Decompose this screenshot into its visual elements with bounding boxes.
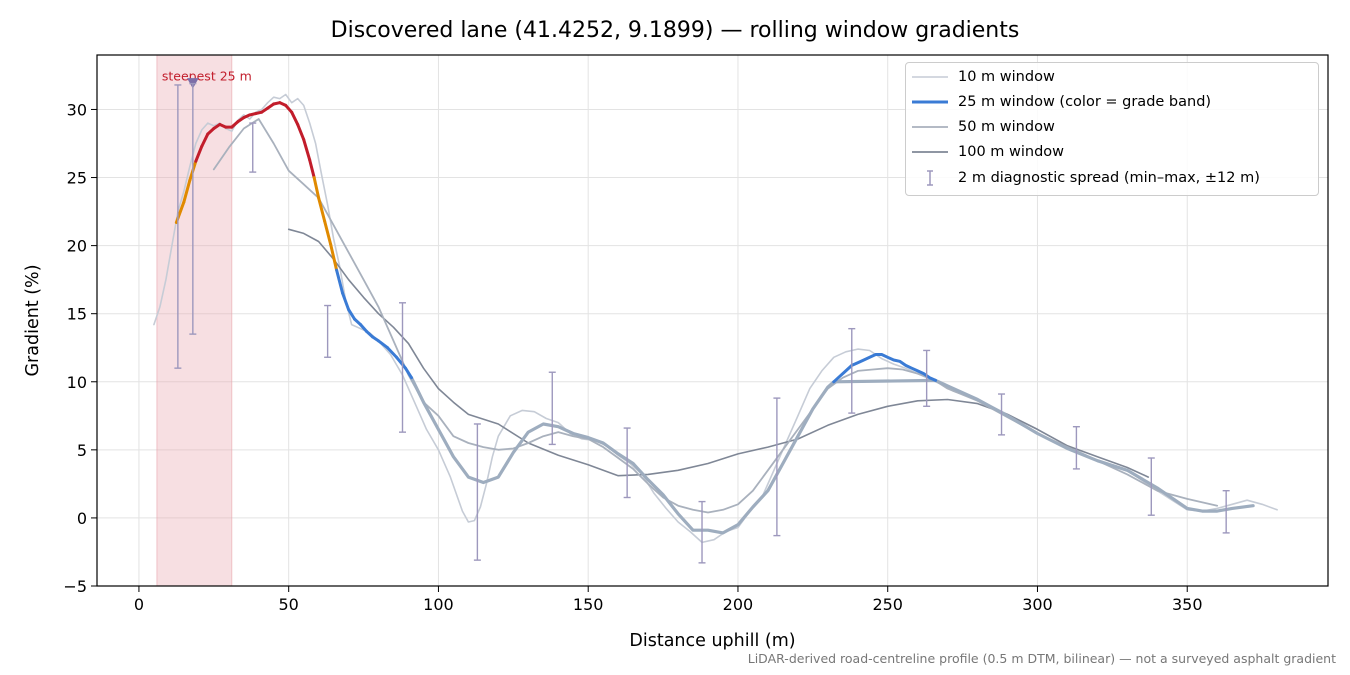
series-25m-segment xyxy=(377,339,390,350)
x-tick-label: 50 xyxy=(279,595,299,614)
x-tick-label: 250 xyxy=(872,595,903,614)
y-tick-label: 25 xyxy=(67,169,87,188)
legend: 10 m window 25 m window (color = grade b… xyxy=(905,62,1319,196)
x-tick-label: 300 xyxy=(1022,595,1053,614)
y-tick-label: 0 xyxy=(77,509,87,528)
series-25m-segment xyxy=(329,242,339,272)
errorbar xyxy=(998,393,1006,436)
series-25m-segment xyxy=(347,308,357,321)
series-25m-segment xyxy=(290,110,300,126)
series-lines xyxy=(153,93,1278,544)
y-tick-label: −5 xyxy=(63,577,87,596)
x-tick-label: 350 xyxy=(1172,595,1203,614)
x-tick-label: 100 xyxy=(423,595,454,614)
series-25m-segment xyxy=(341,291,351,312)
series-25m-segment xyxy=(182,178,192,204)
series-25m-segment xyxy=(302,137,312,162)
errorbar xyxy=(1147,457,1155,516)
legend-label-100m: 100 m window xyxy=(958,144,1065,160)
series-25m-segment xyxy=(284,103,294,114)
errorbar xyxy=(548,371,556,446)
x-axis-label: Distance uphill (m) xyxy=(629,631,795,651)
legend-label-spread: 2 m diagnostic spread (min–max, ±12 m) xyxy=(958,170,1260,186)
legend-label-50m: 50 m window xyxy=(958,119,1055,135)
legend-label-25m: 25 m window (color = grade band) xyxy=(958,94,1212,110)
series-25m-grey-line xyxy=(409,376,1255,535)
legend-swatch-25m xyxy=(912,100,948,104)
steepest-label: steepest 25 m xyxy=(162,69,252,84)
series-25m-segment xyxy=(395,355,407,370)
errorbar xyxy=(773,397,781,537)
chart-title: Discovered lane (41.4252, 9.1899) — roll… xyxy=(330,18,1020,43)
series-25m-segment xyxy=(403,366,413,380)
series-100m-line xyxy=(287,228,1150,478)
errorbar xyxy=(623,427,631,499)
steepest-highlight: steepest 25 m xyxy=(156,54,252,587)
legend-swatch-spread xyxy=(927,170,933,186)
steepest-band xyxy=(156,54,233,587)
errorbar xyxy=(1072,426,1080,470)
x-tick-label: 150 xyxy=(573,595,604,614)
errorbar xyxy=(923,349,931,407)
legend-label-10m: 10 m window xyxy=(958,69,1055,85)
errorbar xyxy=(189,82,197,335)
legend-swatch-10m xyxy=(912,76,948,78)
y-axis-label: Gradient (%) xyxy=(23,264,43,376)
y-tick-label: 15 xyxy=(67,305,87,324)
series-25m-segment xyxy=(386,346,399,359)
series-25m-segment xyxy=(312,176,321,200)
y-tick-label: 10 xyxy=(67,373,87,392)
series-25m-segment xyxy=(317,196,327,223)
series-25m-segment xyxy=(323,219,333,246)
series-25m-segment xyxy=(296,122,306,141)
grid-lines xyxy=(97,55,1328,587)
errorbar xyxy=(848,327,856,414)
errorbar xyxy=(249,122,257,173)
series-25m-segment xyxy=(194,144,204,163)
y-tick-label: 30 xyxy=(67,100,87,119)
chart-footnote: LiDAR-derived road-centreline profile (0… xyxy=(747,651,1336,666)
series-25m-segment xyxy=(308,158,316,180)
errorbar xyxy=(324,304,332,358)
errorbar xyxy=(698,500,706,564)
series-25m-segment xyxy=(200,132,210,148)
y-tick-label: 5 xyxy=(77,441,87,460)
diagnostic-errorbars xyxy=(174,82,1230,564)
legend-swatch-50m xyxy=(912,126,948,128)
errorbar xyxy=(399,302,407,433)
axes: 0 50 100 150 200 250 300 350 −5 0 5 10 15 20 25 30 Dista… xyxy=(23,54,1329,651)
series-25m-blue-line xyxy=(832,353,938,384)
plot-frame xyxy=(96,54,1329,587)
legend-swatch-100m xyxy=(912,151,948,153)
errorbar xyxy=(473,423,481,561)
errorbar xyxy=(174,84,182,369)
y-tick-label: 20 xyxy=(67,237,87,256)
errorbar xyxy=(1222,489,1230,534)
series-25m-segment xyxy=(359,323,369,333)
x-tick-label: 0 xyxy=(134,595,144,614)
series-25m-segment xyxy=(335,268,345,295)
x-tick-label: 200 xyxy=(723,595,754,614)
